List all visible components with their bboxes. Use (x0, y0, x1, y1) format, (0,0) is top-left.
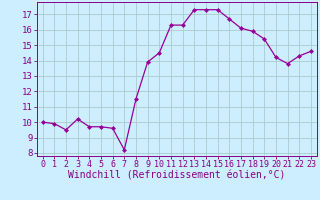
X-axis label: Windchill (Refroidissement éolien,°C): Windchill (Refroidissement éolien,°C) (68, 171, 285, 181)
